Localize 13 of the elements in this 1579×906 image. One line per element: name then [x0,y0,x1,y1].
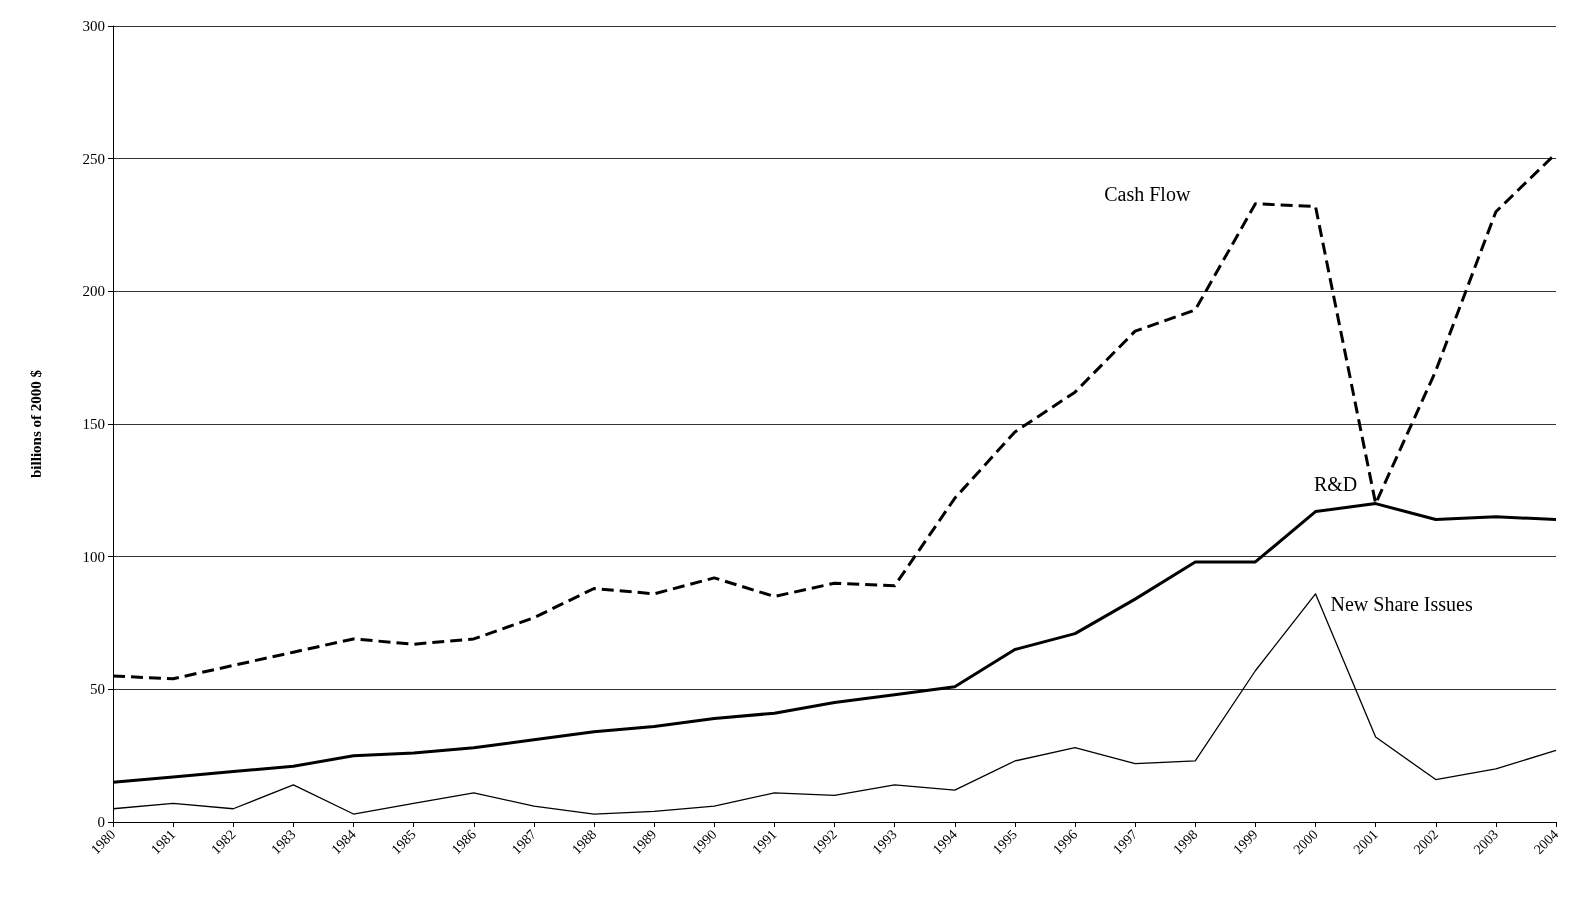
series-label: New Share Issues [1330,592,1473,615]
y-tick-label: 250 [82,150,105,167]
x-tick-label: 1991 [749,826,780,858]
y-tick-label: 50 [90,681,105,698]
series-label: R&D [1313,472,1358,495]
text: Cash Flow [1104,182,1191,205]
y-tick-label: 300 [82,18,105,34]
y-tick-label: 100 [82,548,105,565]
x-tick-label: 1981 [148,826,179,858]
y-tick-label: 200 [82,283,105,300]
y-tick-label: 0 [97,814,105,830]
y-tick-label: 150 [82,416,105,432]
y-axis-title: billions of 2000 $ [27,369,44,478]
